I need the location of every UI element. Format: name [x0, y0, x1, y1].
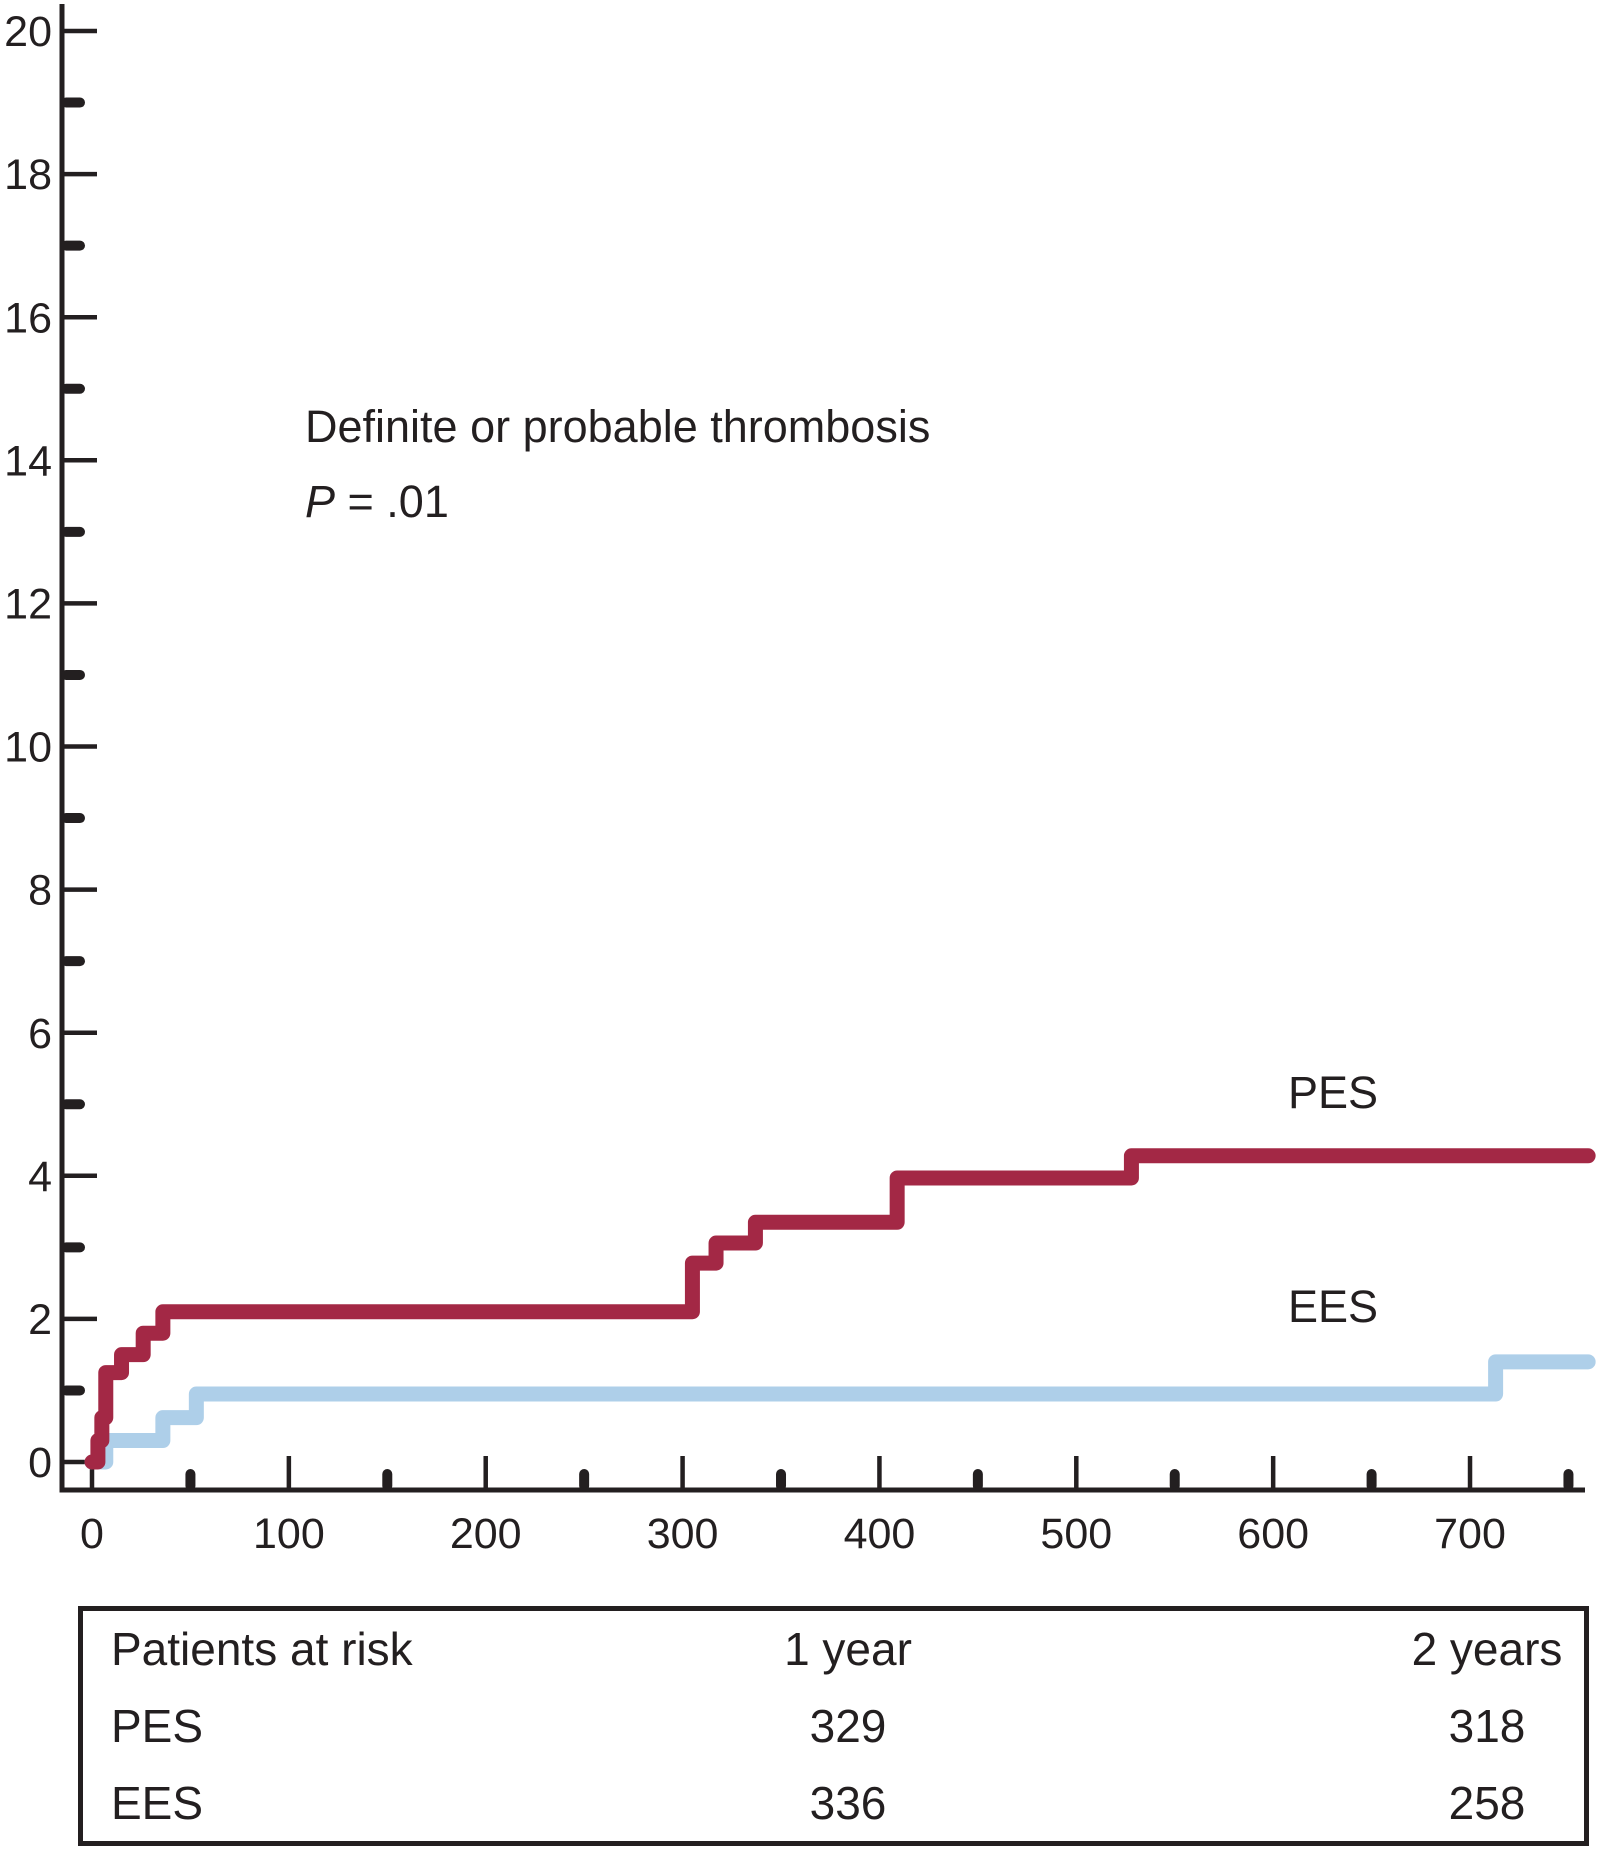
risk-table-header-row: Patients at risk 1 year 2 years	[83, 1611, 1584, 1688]
p-value-label: P = .01	[305, 476, 449, 527]
risk-table-col-1year: 1 year	[784, 1623, 912, 1676]
y-tick-label: 12	[4, 580, 52, 628]
x-tick-label: 600	[1237, 1510, 1309, 1558]
risk-table-row-ees: EES 336 258	[83, 1764, 1584, 1841]
x-tick-label: 300	[647, 1510, 719, 1558]
y-tick-label: 10	[4, 724, 52, 772]
pes-curve	[84, 1148, 1596, 1470]
x-tick-label: 500	[1040, 1510, 1112, 1558]
risk-row-label-ees: EES	[111, 1776, 204, 1829]
y-tick-label: 18	[4, 151, 52, 199]
x-tick-label: 0	[80, 1510, 104, 1558]
x-tick-label: 700	[1434, 1510, 1506, 1558]
risk-pes-2years-value: 318	[1448, 1700, 1526, 1752]
chart-annotation-title: Definite or probable thrombosis	[305, 401, 930, 452]
x-tick-label: 100	[253, 1510, 325, 1558]
y-tick-label: 16	[4, 294, 52, 342]
risk-table-title: Patients at risk	[111, 1623, 413, 1676]
risk-table-col-2years: 2 years	[1411, 1623, 1563, 1676]
series-label-ees: EES	[1288, 1281, 1378, 1332]
y-tick-label: 2	[28, 1296, 52, 1344]
ees-curve	[84, 1354, 1596, 1470]
series-label-pes: PES	[1288, 1067, 1378, 1118]
y-tick-label: 4	[28, 1153, 52, 1201]
y-tick-label: 0	[28, 1439, 52, 1487]
y-tick-label: 6	[28, 1010, 52, 1058]
y-tick-label: 8	[28, 867, 52, 915]
risk-table-row-pes: PES 329 318	[83, 1688, 1584, 1765]
risk-ees-2years-value: 258	[1448, 1776, 1526, 1829]
y-tick-label: 14	[4, 437, 52, 485]
y-tick-label: 20	[4, 8, 52, 56]
x-tick-label: 200	[450, 1510, 522, 1558]
x-tick-label: 400	[844, 1510, 916, 1558]
risk-pes-1year-value: 329	[809, 1700, 887, 1752]
risk-row-label-pes: PES	[111, 1700, 204, 1752]
risk-ees-1year-value: 336	[809, 1776, 887, 1829]
patients-at-risk-table: Patients at risk 1 year 2 years PES 329 …	[78, 1606, 1589, 1846]
